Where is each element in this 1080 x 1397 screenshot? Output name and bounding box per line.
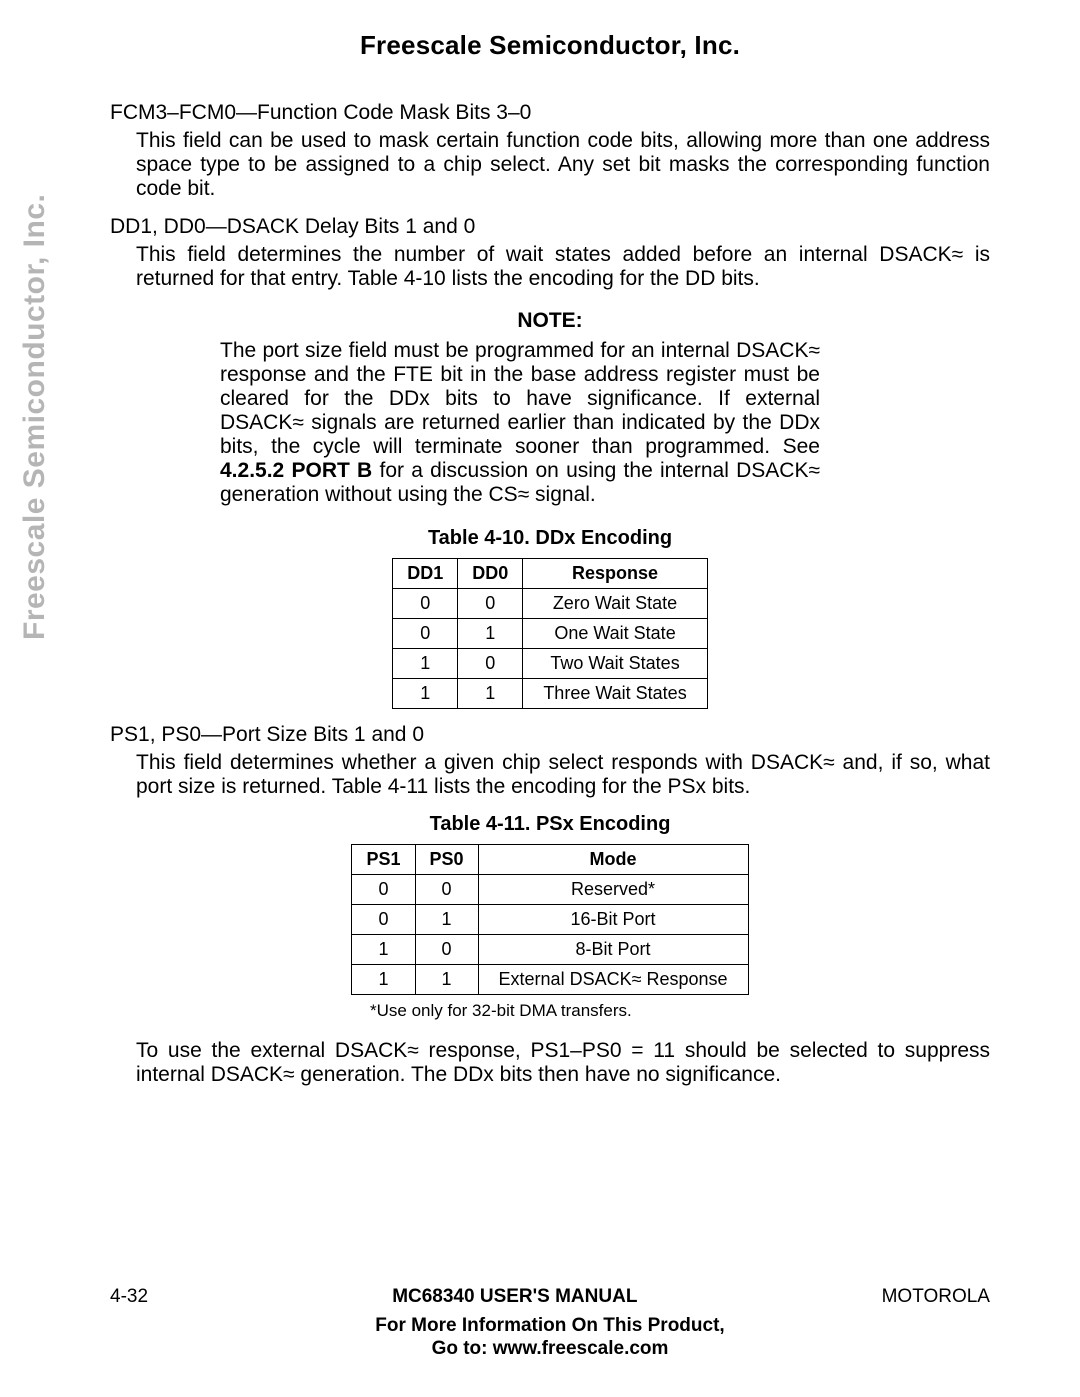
header-title: Freescale Semiconductor, Inc. — [110, 30, 990, 61]
table-row: 0 0 Zero Wait State — [393, 589, 707, 619]
table410-r3c1: 1 — [458, 679, 523, 709]
table411-r1c1: 1 — [415, 905, 478, 935]
table-row: 1 0 8-Bit Port — [352, 935, 748, 965]
table-row: PS1 PS0 Mode — [352, 845, 748, 875]
table410-r0c0: 0 — [393, 589, 458, 619]
dd-body: This field determines the number of wait… — [136, 243, 990, 291]
table411-col1: PS0 — [415, 845, 478, 875]
footer-info-line2: Go to: www.freescale.com — [432, 1338, 669, 1359]
table410-caption: Table 4-10. DDx Encoding — [110, 527, 990, 550]
table-row: DD1 DD0 Response — [393, 559, 707, 589]
note-body-bold: 4.2.5.2 PORT B — [220, 459, 372, 482]
table411-caption: Table 4-11. PSx Encoding — [110, 813, 990, 836]
table410-r0c2: Zero Wait State — [523, 589, 707, 619]
table411-r3c0: 1 — [352, 965, 415, 995]
vertical-watermark: Freescale Semiconductor, Inc. — [18, 194, 52, 640]
table410-r3c2: Three Wait States — [523, 679, 707, 709]
table-row: 1 1 External DSACK≈ Response — [352, 965, 748, 995]
ps-heading: PS1, PS0—Port Size Bits 1 and 0 — [110, 723, 990, 747]
closing-body: To use the external DSACK≈ response, PS1… — [136, 1039, 990, 1087]
table410-r2c0: 1 — [393, 649, 458, 679]
table-row: 0 1 16-Bit Port — [352, 905, 748, 935]
page-footer: 4-32 MC68340 USER'S MANUAL MOTOROLA For … — [110, 1286, 990, 1362]
note-body: The port size field must be programmed f… — [220, 339, 820, 507]
table410-r1c0: 0 — [393, 619, 458, 649]
table411-col2: Mode — [478, 845, 748, 875]
table411-r1c0: 0 — [352, 905, 415, 935]
table410-r1c1: 1 — [458, 619, 523, 649]
table411-footnote: *Use only for 32-bit DMA transfers. — [370, 1001, 730, 1021]
table411-r1c2: 16-Bit Port — [478, 905, 748, 935]
table410-r2c2: Two Wait States — [523, 649, 707, 679]
table410-col2: Response — [523, 559, 707, 589]
ps-body: This field determines whether a given ch… — [136, 751, 990, 799]
page-content: Freescale Semiconductor, Inc. FCM3–FCM0—… — [0, 0, 1080, 1087]
dd-heading: DD1, DD0—DSACK Delay Bits 1 and 0 — [110, 215, 990, 239]
table411-r2c0: 1 — [352, 935, 415, 965]
watermark-text: Freescale Semiconductor, Inc. — [18, 194, 51, 640]
table411-r0c2: Reserved* — [478, 875, 748, 905]
note-body-pre: The port size field must be programmed f… — [220, 339, 820, 458]
table-row: 0 1 One Wait State — [393, 619, 707, 649]
table411-r3c1: 1 — [415, 965, 478, 995]
table410-r1c2: One Wait State — [523, 619, 707, 649]
fcm-body: This field can be used to mask certain f… — [136, 129, 990, 201]
footer-info-line1: For More Information On This Product, — [375, 1315, 724, 1336]
table410: DD1 DD0 Response 0 0 Zero Wait State 0 1… — [392, 558, 707, 709]
table411-r0c0: 0 — [352, 875, 415, 905]
table411: PS1 PS0 Mode 0 0 Reserved* 0 1 16-Bit Po… — [351, 844, 748, 995]
table410-col0: DD1 — [393, 559, 458, 589]
table411-r2c1: 0 — [415, 935, 478, 965]
table410-col1: DD0 — [458, 559, 523, 589]
note-label: NOTE: — [110, 309, 990, 333]
table410-r3c0: 1 — [393, 679, 458, 709]
table-row: 1 0 Two Wait States — [393, 649, 707, 679]
table411-r2c2: 8-Bit Port — [478, 935, 748, 965]
table411-r0c1: 0 — [415, 875, 478, 905]
table410-r2c1: 0 — [458, 649, 523, 679]
fcm-heading: FCM3–FCM0—Function Code Mask Bits 3–0 — [110, 101, 990, 125]
table-row: 0 0 Reserved* — [352, 875, 748, 905]
table411-footnote-wrap: *Use only for 32-bit DMA transfers. — [370, 1001, 730, 1021]
table411-r3c2: External DSACK≈ Response — [478, 965, 748, 995]
footer-row: 4-32 MC68340 USER'S MANUAL MOTOROLA — [110, 1286, 990, 1308]
footer-page-num: 4-32 — [110, 1286, 148, 1308]
table411-col0: PS1 — [352, 845, 415, 875]
table-row: 1 1 Three Wait States — [393, 679, 707, 709]
footer-info: For More Information On This Product, Go… — [110, 1314, 990, 1362]
footer-manual: MC68340 USER'S MANUAL — [392, 1286, 637, 1308]
table410-r0c1: 0 — [458, 589, 523, 619]
footer-brand: MOTOROLA — [882, 1286, 990, 1308]
